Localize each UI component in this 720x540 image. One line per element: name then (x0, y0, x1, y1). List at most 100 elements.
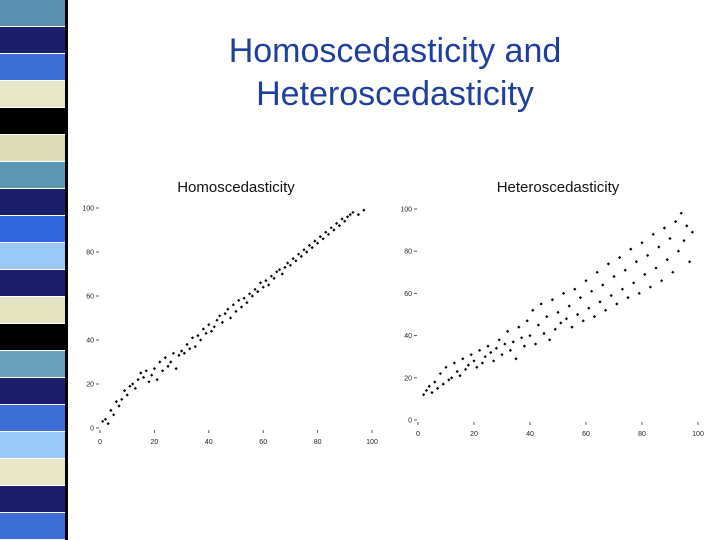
data-point (188, 347, 192, 351)
data-point (567, 304, 571, 308)
data-point (199, 338, 203, 342)
data-point (150, 373, 154, 377)
y-tick-label: 60 (86, 294, 94, 301)
data-point (469, 352, 473, 357)
data-point (542, 331, 546, 336)
data-point (190, 336, 195, 340)
data-point (508, 348, 512, 352)
data-point (234, 309, 238, 313)
data-point (570, 325, 574, 329)
data-point (578, 296, 582, 300)
data-point (534, 342, 538, 346)
data-point (109, 408, 113, 412)
data-point (141, 375, 146, 379)
data-point (209, 329, 214, 333)
data-point (587, 306, 591, 310)
data-point (335, 221, 339, 225)
stripe-block (0, 486, 66, 513)
data-point (433, 380, 437, 384)
stripe-block (0, 243, 66, 270)
data-point (103, 417, 108, 421)
y-tick-label: 100 (400, 207, 412, 214)
data-point (228, 316, 233, 320)
data-point (345, 215, 350, 219)
data-point (494, 346, 498, 350)
data-point (226, 307, 230, 311)
y-tick-label: 100 (82, 206, 94, 213)
data-point (427, 384, 431, 388)
data-point (573, 287, 577, 291)
data-point (106, 422, 110, 426)
y-tick-label: 80 (86, 250, 94, 257)
heteroscedasticity-chart: Heteroscedasticity 0 20 40 60 80 100 0 20 40 60 80 1… (400, 179, 704, 438)
data-point (114, 400, 118, 404)
data-point (299, 254, 303, 258)
data-point (536, 323, 540, 327)
data-point (253, 287, 257, 291)
data-point (489, 350, 493, 355)
data-point (657, 245, 661, 249)
stripe-block (0, 513, 66, 540)
data-point (133, 386, 137, 390)
data-point (291, 257, 295, 261)
data-point (337, 224, 341, 228)
data-point (258, 281, 263, 285)
data-point (450, 376, 454, 380)
data-point (604, 308, 608, 312)
data-point (550, 298, 554, 302)
data-point (455, 369, 459, 374)
stripe-block (0, 162, 66, 189)
data-point (158, 360, 162, 364)
slide-title: Homoscedasticity and Heteroscedasticity (150, 30, 640, 116)
data-point (264, 279, 268, 283)
y-tick-label: 0 (90, 426, 94, 433)
data-point (117, 404, 121, 408)
data-point (528, 334, 532, 338)
data-point (120, 397, 124, 401)
data-point (169, 360, 173, 364)
data-point (634, 260, 638, 264)
data-point (223, 312, 227, 316)
stripe-block (0, 432, 66, 459)
data-point (131, 382, 135, 386)
data-point (520, 336, 524, 340)
data-point (438, 371, 442, 376)
data-point (623, 268, 627, 272)
y-tick-label: 20 (86, 382, 94, 389)
data-point (269, 274, 273, 278)
data-point (441, 382, 445, 386)
data-point (458, 374, 462, 378)
y-tick-label: 20 (404, 375, 412, 382)
data-point (531, 308, 535, 312)
data-point (174, 367, 178, 371)
x-tick-label: 60 (582, 431, 590, 438)
data-point (313, 239, 317, 243)
data-point (682, 239, 686, 243)
data-point (294, 259, 298, 263)
chart-title: Homoscedasticity (177, 179, 295, 196)
data-point (239, 305, 244, 309)
data-point (343, 219, 347, 223)
data-point (651, 232, 655, 236)
data-point (305, 250, 309, 254)
data-point (632, 281, 636, 285)
data-point (475, 365, 479, 369)
data-point (261, 285, 265, 289)
data-point (592, 315, 596, 319)
data-point (620, 287, 624, 291)
data-point (321, 237, 325, 241)
data-point (329, 226, 333, 230)
data-point (590, 289, 594, 293)
stripe-block (0, 297, 66, 324)
chart-title: Heteroscedasticity (497, 179, 620, 196)
data-point (351, 210, 355, 214)
stripe-block (0, 108, 66, 135)
stripe-block (0, 81, 66, 108)
data-point (256, 290, 260, 294)
data-point (500, 352, 504, 357)
data-point (424, 388, 428, 393)
data-point (612, 274, 616, 279)
data-point (166, 364, 170, 368)
data-point (155, 378, 159, 382)
data-point (324, 230, 328, 234)
